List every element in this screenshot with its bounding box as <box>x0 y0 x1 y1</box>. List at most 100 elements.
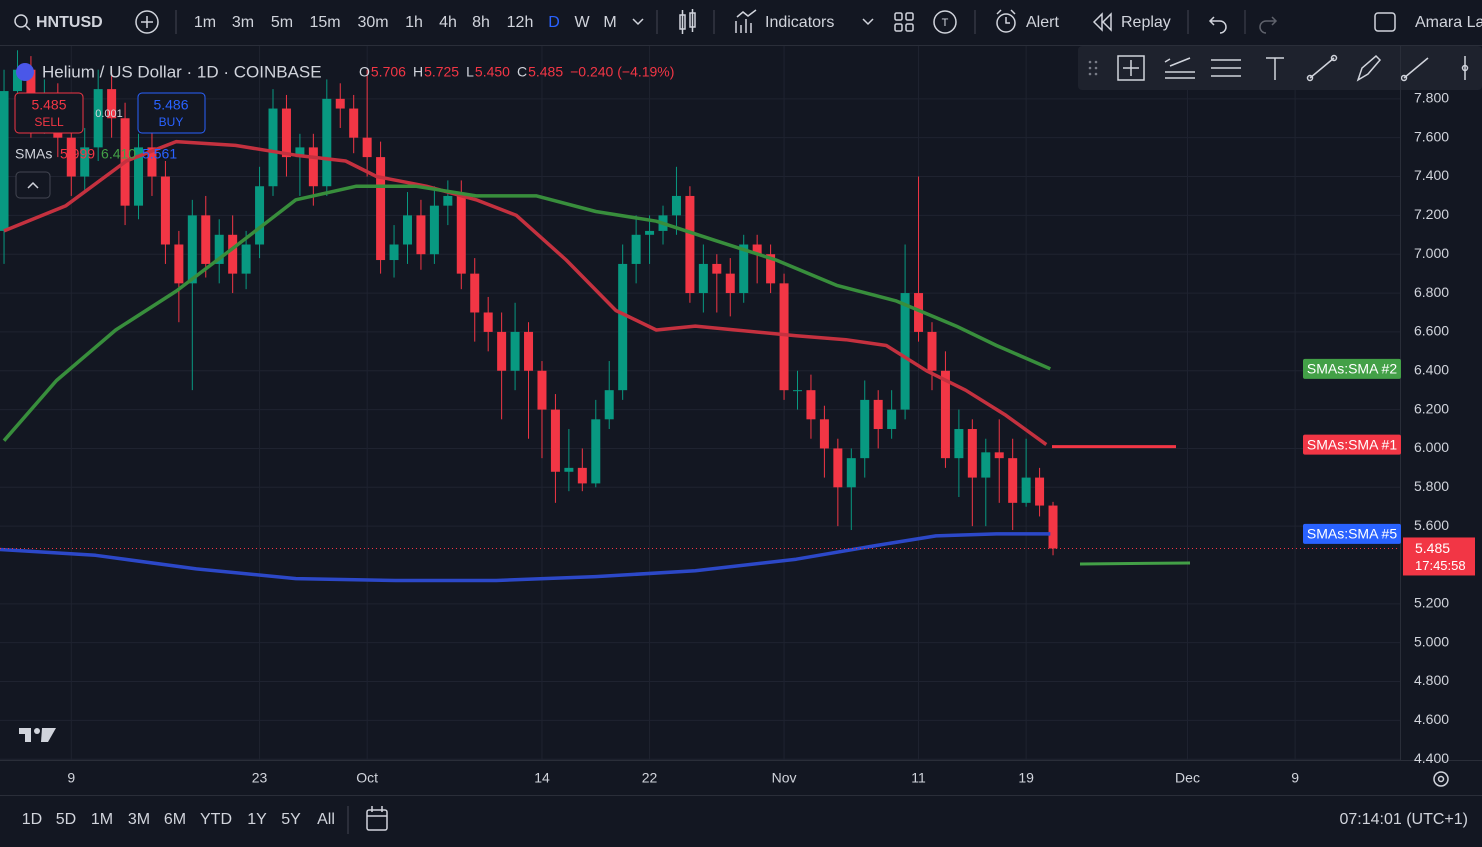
candle-body <box>779 283 789 391</box>
sma-line <box>2 184 1051 442</box>
range-button[interactable]: YTD <box>200 811 232 828</box>
candle-body <box>160 176 170 245</box>
candle-body <box>0 91 9 231</box>
indicators-icon[interactable] <box>735 9 757 33</box>
interval-button[interactable]: 1h <box>405 14 423 31</box>
ohlc-value: 5.485 <box>528 64 563 80</box>
y-tick-label: 4.600 <box>1414 711 1449 727</box>
y-tick-label: 5.000 <box>1414 633 1449 649</box>
interval-button[interactable]: M <box>603 14 616 31</box>
range-button[interactable]: All <box>317 811 335 828</box>
chart-type-button[interactable] <box>679 9 696 34</box>
indicators-dropdown[interactable] <box>862 18 874 26</box>
x-tick-label: 11 <box>911 770 926 786</box>
replay-button[interactable]: Replay <box>1121 14 1171 31</box>
candle-body <box>362 137 372 158</box>
sma-tag <box>1303 523 1401 544</box>
candle-body <box>12 69 22 92</box>
candle-body <box>631 234 641 264</box>
candle-body <box>416 215 426 255</box>
y-tick-label: 7.000 <box>1414 245 1449 261</box>
texts: HNTUSD 1m 3m 5m 15m 30m 1h 4h 8h 12h D W M Indicators… <box>15 14 1482 828</box>
range-button[interactable]: 1M <box>91 811 113 828</box>
fullscreen-button[interactable] <box>1374 12 1396 32</box>
date-range-button[interactable] <box>366 806 388 831</box>
spread: 0.001 <box>95 108 123 120</box>
ohlc-value: 5.725 <box>424 64 459 80</box>
candle-body <box>954 429 964 459</box>
template-button[interactable]: T <box>933 10 957 34</box>
candle-body <box>402 215 412 245</box>
sma-value: 6.410 <box>101 146 136 162</box>
change: −0.240 (−4.19%) <box>570 64 674 80</box>
drawing-tools[interactable] <box>1117 54 1469 82</box>
clock[interactable]: 07:14:01 (UTC+1) <box>1339 811 1468 828</box>
interval-button[interactable]: 12h <box>507 14 534 31</box>
candle-body <box>1048 505 1058 549</box>
range-button[interactable]: 1D <box>22 811 42 828</box>
candle-body <box>295 147 305 158</box>
drag-handle <box>1088 60 1098 76</box>
interval-button[interactable]: 30m <box>357 14 388 31</box>
candle-body <box>833 448 843 488</box>
sma-label: SMAs <box>15 146 52 162</box>
range-button[interactable]: 5Y <box>281 811 301 828</box>
search-icon[interactable] <box>14 14 31 31</box>
add-symbol-button[interactable] <box>135 10 159 34</box>
candle-body <box>281 108 291 158</box>
candle-body <box>389 244 399 261</box>
y-tick-label: 7.600 <box>1414 128 1449 144</box>
candle-body <box>187 215 197 284</box>
y-tick-label: 5.200 <box>1414 595 1449 611</box>
redo-button[interactable] <box>1259 16 1278 34</box>
candle-body <box>429 205 439 255</box>
replay-icon[interactable] <box>1092 12 1112 32</box>
interval-button[interactable]: 1m <box>194 14 216 31</box>
layouts-button[interactable] <box>894 12 914 32</box>
interval-button[interactable]: 5m <box>271 14 293 31</box>
last-price-label: 5.485 <box>1415 540 1450 556</box>
candle-body <box>349 108 359 138</box>
candle-body <box>255 186 265 245</box>
candle-body <box>147 147 157 177</box>
symbol[interactable]: HNTUSD <box>36 14 103 31</box>
interval-button[interactable]: 4h <box>439 14 457 31</box>
user-name[interactable]: Amara La <box>1415 14 1482 31</box>
indicators-button[interactable]: Indicators <box>765 14 834 31</box>
range-button[interactable]: 6M <box>164 811 186 828</box>
buy-button[interactable] <box>137 92 206 134</box>
candle-body <box>793 390 803 392</box>
tv-logo <box>19 728 56 742</box>
legend-title: Helium / US Dollar · 1D · COINBASE <box>42 62 322 81</box>
alert-button[interactable]: Alert <box>1026 14 1059 31</box>
y-tick-label: 4.800 <box>1414 672 1449 688</box>
interval-dropdown[interactable] <box>632 18 644 26</box>
interval-button[interactable]: 8h <box>472 14 490 31</box>
candle-body <box>470 273 480 313</box>
range-button[interactable]: 3M <box>128 811 150 828</box>
svg-text:T: T <box>942 17 949 29</box>
interval-button[interactable]: 15m <box>309 14 340 31</box>
x-tick-label: 9 <box>67 770 75 786</box>
interval-button[interactable]: W <box>574 14 590 31</box>
undo-button[interactable] <box>1208 16 1227 34</box>
candle-body <box>510 331 520 371</box>
y-tick-label: 4.400 <box>1414 750 1449 766</box>
alert-icon[interactable] <box>996 9 1016 33</box>
x-tick-label: 22 <box>642 770 658 786</box>
candle-body <box>967 429 977 478</box>
candle-body <box>725 273 735 294</box>
interval-button[interactable]: 3m <box>232 14 254 31</box>
settings-icon[interactable] <box>1433 771 1449 787</box>
range-button[interactable]: 5D <box>56 811 76 828</box>
range-button[interactable]: 1Y <box>247 811 267 828</box>
y-tick-label: 7.200 <box>1414 206 1449 222</box>
candle-body <box>766 254 776 284</box>
sma-tag <box>1303 434 1401 455</box>
sell-button[interactable] <box>14 92 84 134</box>
candle-body <box>80 147 90 177</box>
interval-button[interactable]: D <box>548 14 560 31</box>
collapse-button[interactable] <box>15 171 51 199</box>
